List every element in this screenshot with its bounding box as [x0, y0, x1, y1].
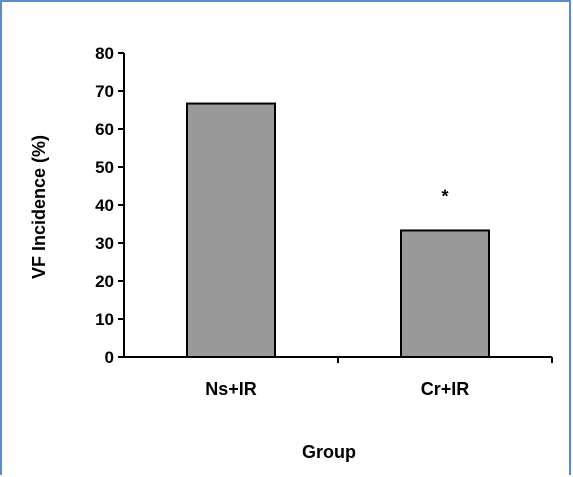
y-tick-label: 50 [95, 158, 114, 177]
x-axis-title: Group [302, 442, 356, 462]
y-tick-label: 40 [95, 196, 114, 215]
y-tick-label: 20 [95, 272, 114, 291]
bars [186, 102, 490, 359]
annotations: * [441, 186, 448, 206]
x-category-label: Cr+IR [421, 379, 470, 399]
x-axis-labels: Ns+IR Cr+IR [205, 379, 469, 399]
significance-marker: * [441, 186, 448, 206]
y-tick-label: 10 [95, 310, 114, 329]
y-tick-label: 70 [95, 82, 114, 101]
bar [186, 102, 276, 359]
axes [123, 53, 553, 363]
y-tick-label: 60 [95, 120, 114, 139]
y-tick-label: 0 [105, 348, 114, 367]
x-category-label: Ns+IR [205, 379, 257, 399]
y-axis-ticks: 0 10 20 30 40 50 60 70 80 [95, 44, 124, 367]
bar [400, 229, 490, 359]
y-tick-label: 80 [95, 44, 114, 63]
y-tick-label: 30 [95, 234, 114, 253]
y-axis-title: VF Incidence (%) [29, 135, 49, 279]
